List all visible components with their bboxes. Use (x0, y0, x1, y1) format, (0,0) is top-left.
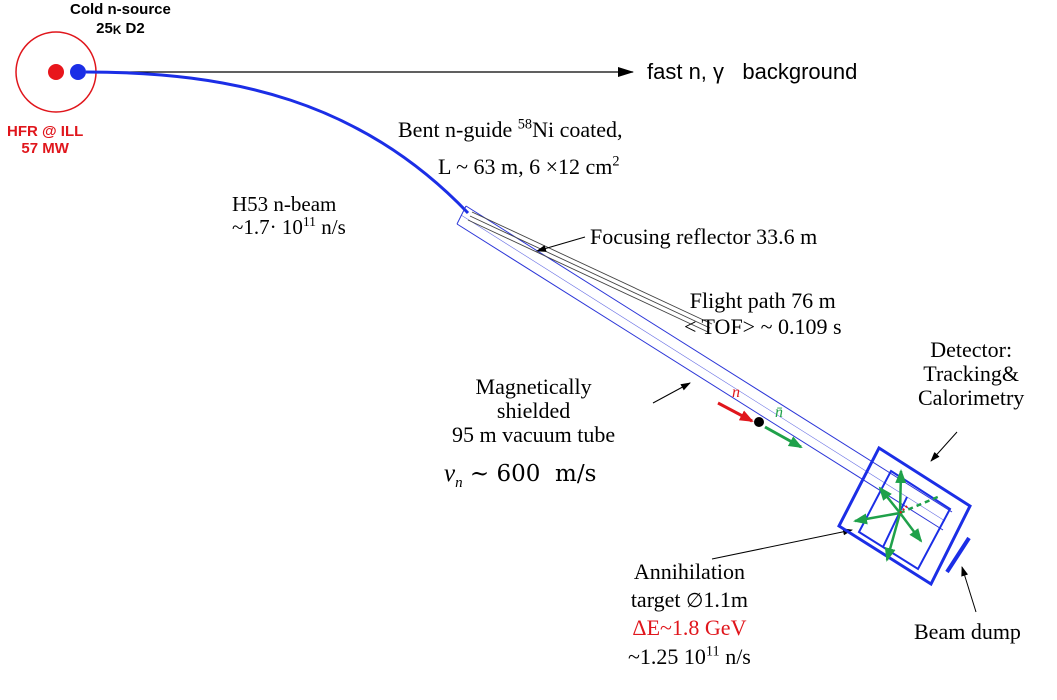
flight-path-label: Flight path 76 m < TOF> ~ 0.109 s (684, 288, 842, 340)
antineutron-symbol: n̄ (775, 404, 783, 421)
annihilation-target (882, 496, 908, 548)
vacuum-tube-label: Magnetically shielded 95 m vacuum tube (452, 374, 616, 448)
cold-source-dot (70, 64, 86, 80)
beam-label: H53 n-beam ~1.7· 1011 n/s (232, 192, 346, 240)
guide-label-line1: Bent n-guide 58Ni coated, (398, 116, 623, 142)
detector-label: Detector: Tracking& Calorimetry (918, 337, 1025, 411)
target-pointer (711, 528, 853, 560)
target-label: Annihilation target ∅1.1m ΔE~1.8 GeV ~1.… (628, 559, 751, 669)
oscillation-point (754, 417, 764, 427)
velocity-label: vn ~ 600 m/s (444, 460, 597, 491)
antineutron-arrow (764, 425, 803, 449)
focusing-pointer (536, 236, 586, 252)
tube-pointer (652, 382, 691, 404)
beam-dump (945, 536, 971, 574)
focusing-reflector (467, 211, 713, 333)
beam-dump-label: Beam dump (914, 619, 1021, 644)
reactor-label: HFR @ ILL 57 MW (7, 123, 84, 157)
beam-dump-pointer (961, 566, 977, 613)
background-label: fast n, γ background (647, 59, 858, 84)
detector-pointer (930, 431, 958, 462)
cold-source-label: Cold n-source 25K D2 (70, 1, 171, 37)
bent-guide-curve (85, 70, 470, 215)
focusing-label: Focusing reflector 33.6 m (590, 224, 818, 249)
annihilation-tracks (853, 469, 941, 562)
neutron-arrow (717, 401, 754, 423)
neutron-symbol: n (732, 384, 740, 401)
reactor-core-dot (48, 64, 64, 80)
detector (837, 445, 972, 587)
guide-label-line2: L ~ 63 m, 6 ×12 cm2 (438, 153, 620, 179)
